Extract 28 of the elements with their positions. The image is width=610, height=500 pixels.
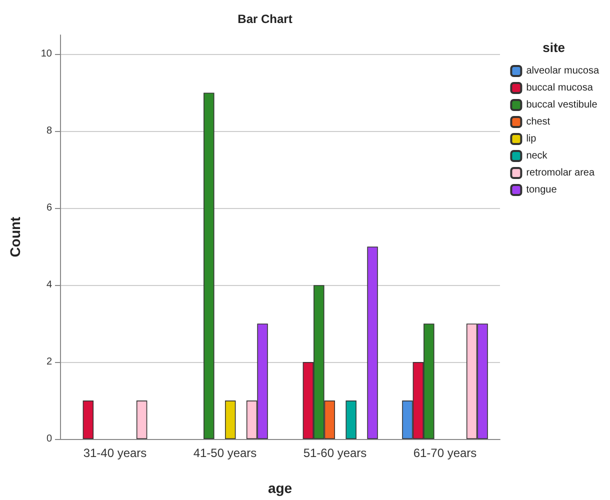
bar: [136, 400, 148, 439]
y-tick-label: 2: [46, 356, 52, 368]
x-axis-title: age: [268, 480, 292, 496]
x-tick-label: 41-50 years: [193, 446, 257, 460]
legend-title: site: [542, 40, 566, 55]
x-tick-label: 51-60 years: [303, 446, 367, 460]
legend-label: neck: [526, 150, 548, 162]
legend-label: chest: [526, 116, 550, 128]
legend-label: buccal vestibule: [526, 100, 598, 110]
bar: [367, 246, 378, 439]
y-tick-label: 4: [46, 280, 52, 291]
legend-label: buccal mucosa: [526, 82, 594, 94]
legend-label: lip: [526, 134, 537, 144]
legend-label: alveolar mucosa: [526, 66, 600, 76]
bar: [225, 400, 236, 439]
y-tick-label: 8: [46, 126, 52, 137]
bar: [346, 400, 356, 439]
y-axis-title: Count: [7, 216, 23, 258]
bar: [204, 92, 214, 439]
legend-label: retromolar area: [526, 168, 595, 178]
bar: [82, 400, 94, 439]
y-tick-label: 10: [40, 48, 52, 60]
y-tick-label: 0: [46, 434, 52, 444]
chart-title: Bar Chart: [238, 12, 292, 26]
x-tick-label: 31-40 years: [83, 446, 147, 460]
legend-label: tongue: [526, 184, 558, 196]
x-tick-label: 61-70 years: [413, 446, 477, 460]
y-tick-label: 6: [46, 202, 52, 214]
